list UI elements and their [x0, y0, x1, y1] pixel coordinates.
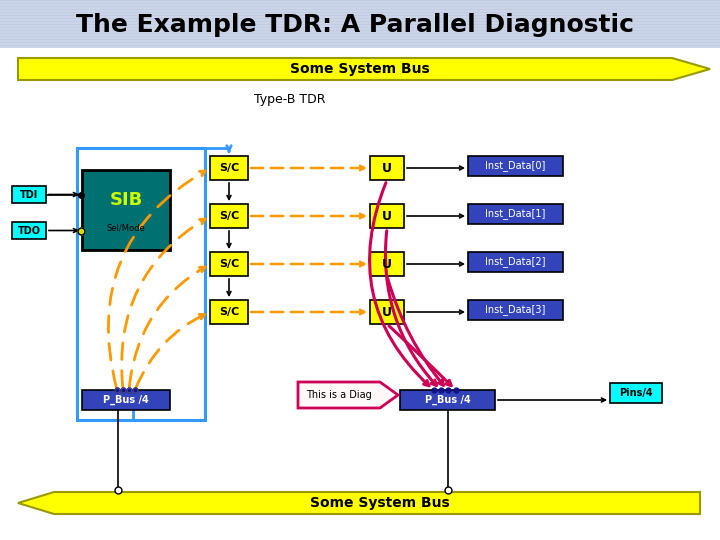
Text: Sel/Mode: Sel/Mode — [107, 224, 145, 233]
Bar — [210, 300, 248, 324]
Bar — [12, 222, 46, 239]
Bar — [610, 383, 662, 403]
Bar — [210, 204, 248, 228]
Bar — [400, 390, 495, 410]
Text: Pins/4: Pins/4 — [619, 388, 653, 398]
Bar — [468, 156, 563, 176]
Bar — [468, 204, 563, 224]
Text: TDO: TDO — [17, 226, 40, 235]
Text: S/C: S/C — [219, 163, 239, 173]
Text: TDI: TDI — [20, 190, 38, 199]
Text: Type-B TDR: Type-B TDR — [254, 93, 325, 106]
Text: U: U — [382, 210, 392, 222]
Bar — [77, 148, 205, 420]
Bar — [468, 300, 563, 320]
Text: Inst_Data[3]: Inst_Data[3] — [485, 305, 546, 315]
Text: U: U — [382, 258, 392, 271]
Polygon shape — [18, 492, 700, 514]
Text: The Example TDR: A Parallel Diagnostic: The Example TDR: A Parallel Diagnostic — [76, 13, 634, 37]
Bar — [82, 390, 170, 410]
Text: SIB: SIB — [109, 191, 143, 209]
Bar — [210, 252, 248, 276]
Text: Inst_Data[1]: Inst_Data[1] — [485, 208, 546, 219]
Text: This is a Diag: This is a Diag — [306, 390, 372, 400]
Bar — [0, 0, 720, 48]
Text: S/C: S/C — [219, 307, 239, 317]
Text: P_Bus /4: P_Bus /4 — [103, 395, 149, 405]
Polygon shape — [298, 382, 398, 408]
Bar — [370, 156, 404, 180]
Text: U: U — [382, 306, 392, 319]
Bar — [12, 186, 46, 203]
Bar — [370, 204, 404, 228]
Text: Some System Bus: Some System Bus — [310, 496, 450, 510]
Bar — [370, 300, 404, 324]
Text: U: U — [382, 161, 392, 174]
Text: Inst_Data[2]: Inst_Data[2] — [485, 256, 546, 267]
Text: S/C: S/C — [219, 259, 239, 269]
Text: P_Bus /4: P_Bus /4 — [425, 395, 470, 405]
Bar — [82, 170, 170, 250]
Polygon shape — [18, 58, 710, 80]
Text: Inst_Data[0]: Inst_Data[0] — [485, 160, 546, 172]
Bar — [210, 156, 248, 180]
Bar — [370, 252, 404, 276]
Text: S/C: S/C — [219, 211, 239, 221]
Text: Some System Bus: Some System Bus — [290, 62, 430, 76]
Bar — [468, 252, 563, 272]
